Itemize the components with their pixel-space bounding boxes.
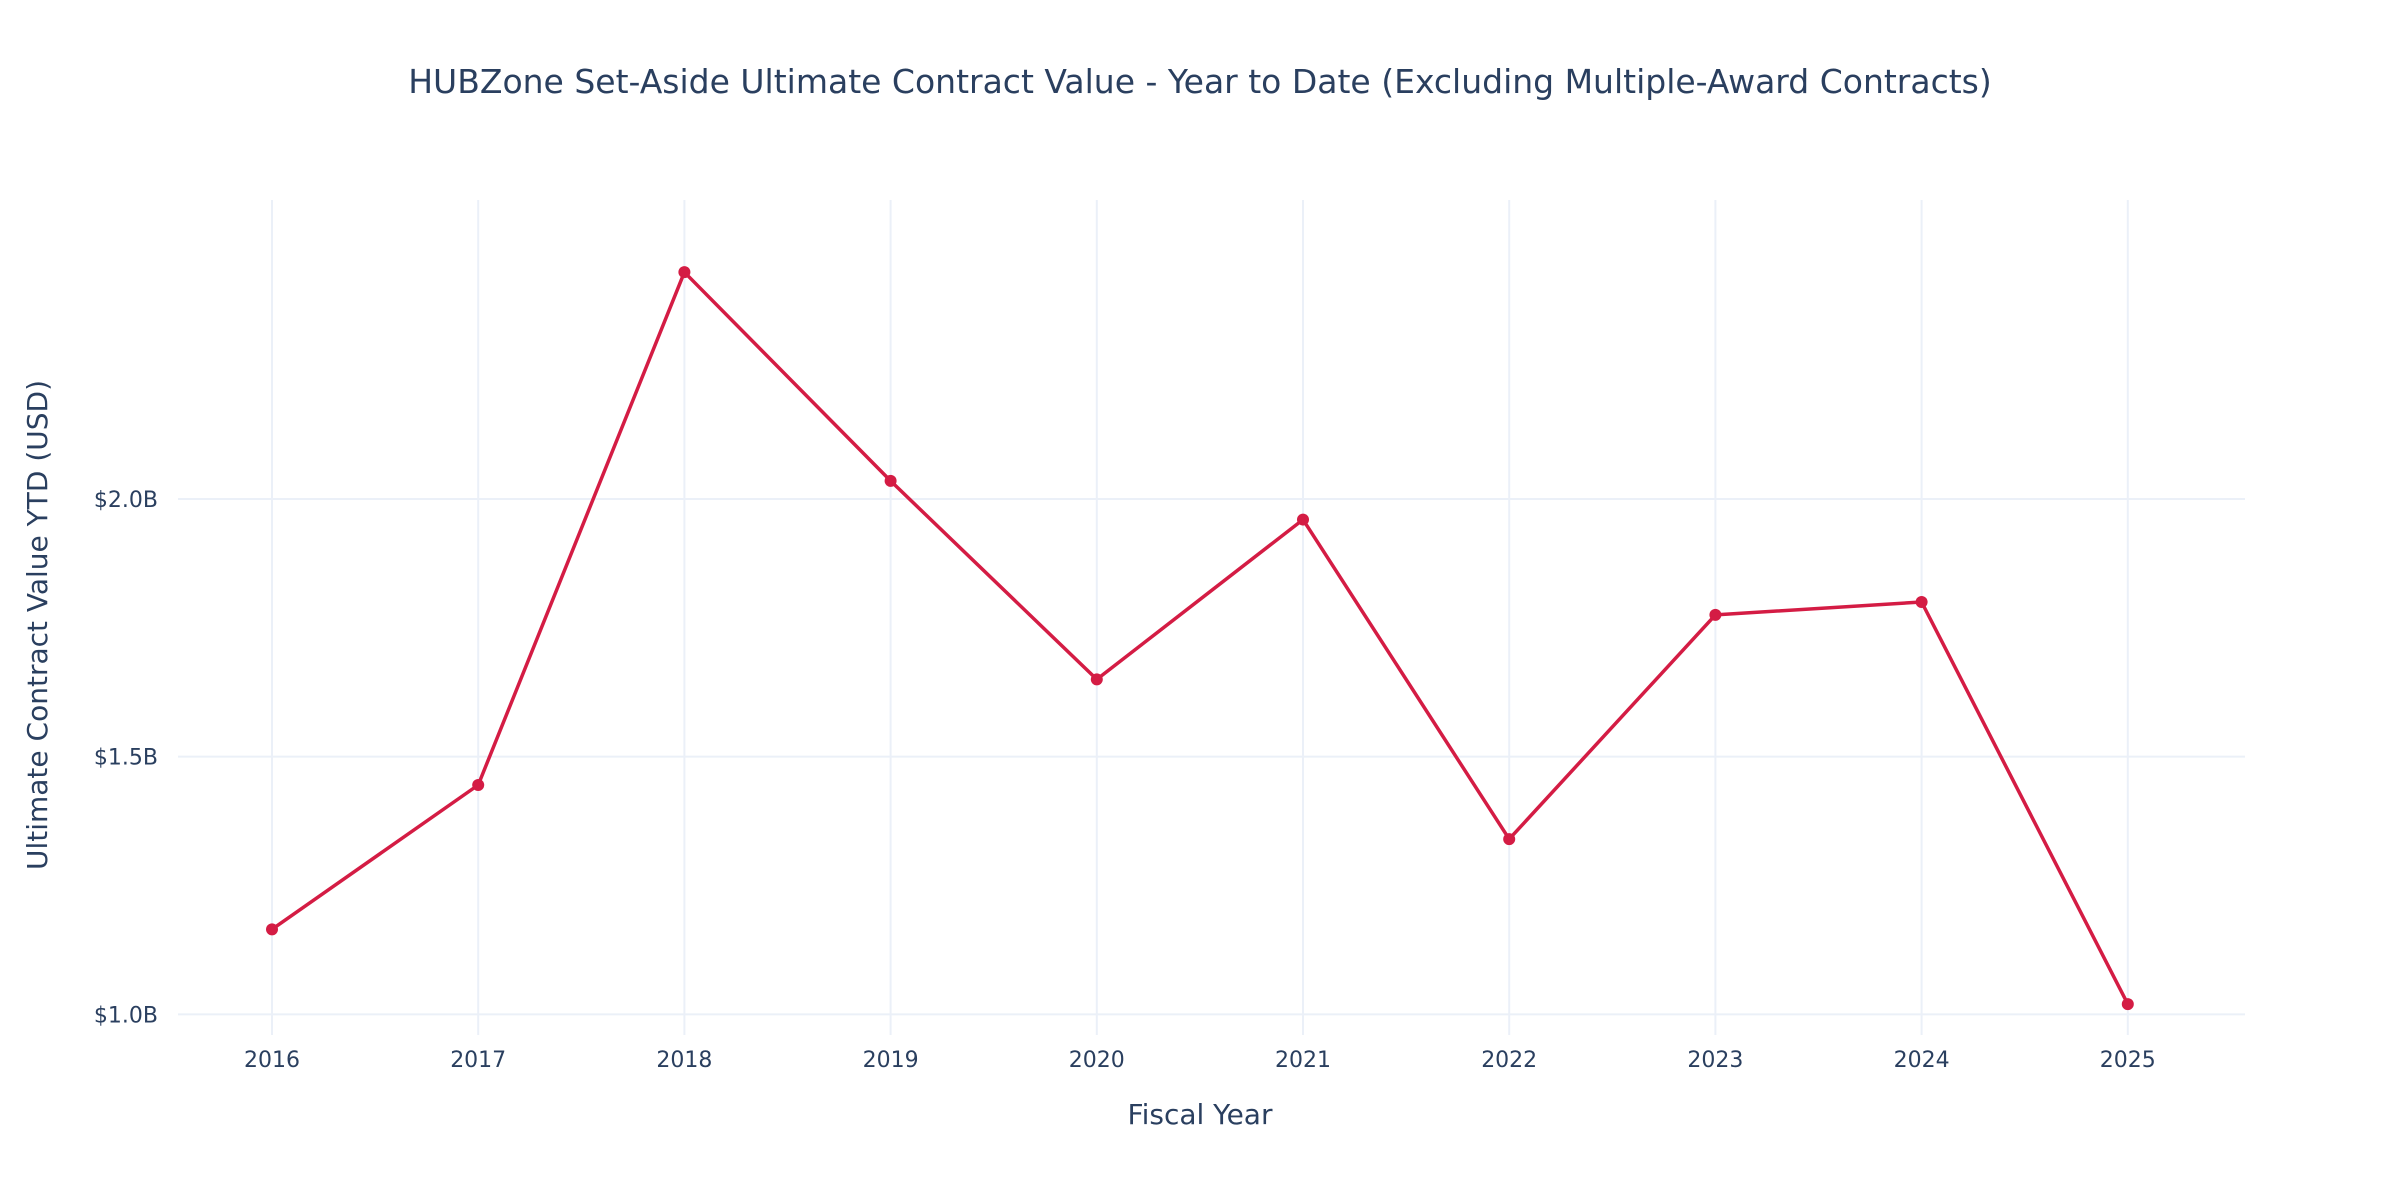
y-axis-title: Ultimate Contract Value YTD (USD) xyxy=(21,379,54,871)
grid-layer xyxy=(178,200,2245,1035)
data-point-2025[interactable] xyxy=(2121,998,2134,1011)
data-point-2023[interactable] xyxy=(1709,608,1722,621)
x-tick-label: 2024 xyxy=(1894,1048,1950,1073)
data-point-2019[interactable] xyxy=(884,474,897,487)
data-point-2022[interactable] xyxy=(1503,833,1516,846)
data-point-2017[interactable] xyxy=(472,779,485,792)
x-tick-label: 2019 xyxy=(863,1048,919,1073)
x-tick-label: 2018 xyxy=(656,1048,712,1073)
data-point-2021[interactable] xyxy=(1297,513,1309,526)
x-tick-label: 2022 xyxy=(1481,1048,1537,1073)
series-line xyxy=(270,270,2130,1005)
series-layer xyxy=(266,266,2134,1011)
y-tick-label: $1.0B xyxy=(94,1003,158,1028)
tick-layer: 2016 2017 2018 2019 2020 2021 2022 2023 2024 2025… xyxy=(94,488,2156,1073)
x-tick-label: 2020 xyxy=(1069,1048,1125,1073)
data-point-2024[interactable] xyxy=(1915,596,1928,609)
chart-title: HUBZone Set-Aside Ultimate Contract Valu… xyxy=(408,62,1992,101)
data-point-2016[interactable] xyxy=(266,923,278,936)
x-axis-title: Fiscal Year xyxy=(1127,1098,1273,1131)
data-point-2018[interactable] xyxy=(678,266,691,279)
y-tick-label: $1.5B xyxy=(94,746,158,771)
data-point-2020[interactable] xyxy=(1090,673,1103,686)
x-tick-label: 2016 xyxy=(244,1048,300,1073)
x-tick-label: 2017 xyxy=(450,1048,506,1073)
x-tick-label: 2023 xyxy=(1687,1048,1743,1073)
y-tick-label: $2.0B xyxy=(94,488,158,513)
x-tick-label: 2021 xyxy=(1275,1048,1331,1073)
x-tick-label: 2025 xyxy=(2100,1048,2156,1073)
